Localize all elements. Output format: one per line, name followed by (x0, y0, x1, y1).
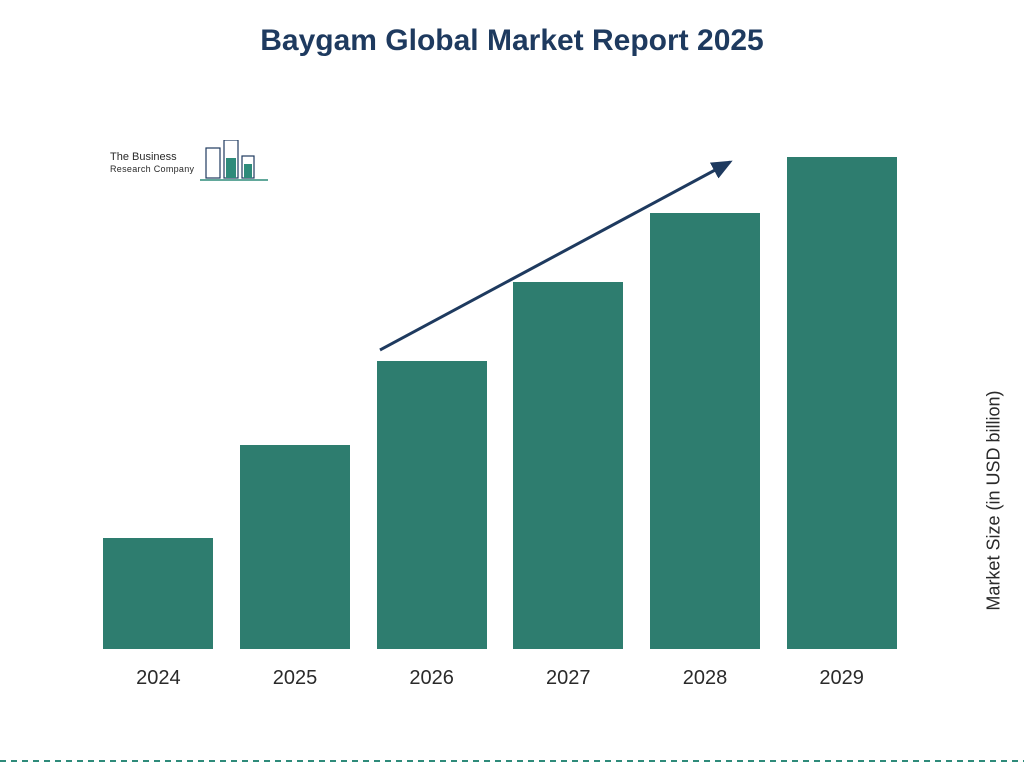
x-axis-label: 2024 (98, 667, 218, 690)
bar (103, 538, 213, 649)
x-axis-label: 2028 (645, 667, 765, 690)
bottom-dashed-line (0, 760, 1024, 762)
bar (650, 213, 760, 649)
chart-title: Baygam Global Market Report 2025 (0, 24, 1024, 58)
bar (787, 157, 897, 649)
bar (513, 282, 623, 649)
x-axis-label: 2025 (235, 667, 355, 690)
x-axis-label: 2027 (508, 667, 628, 690)
x-axis-labels: 2024 2025 2026 2027 2028 2029 (90, 667, 910, 690)
y-axis-label: Market Size (in USD billion) (984, 391, 1005, 611)
bars-container (90, 130, 910, 650)
bar-group (508, 282, 628, 649)
bar-group (372, 361, 492, 649)
bar-group (645, 213, 765, 649)
bar-group (782, 157, 902, 649)
bar-group (235, 445, 355, 649)
bar (377, 361, 487, 649)
x-axis-label: 2029 (782, 667, 902, 690)
bar (240, 445, 350, 649)
bar-group (98, 538, 218, 649)
x-axis-label: 2026 (372, 667, 492, 690)
bar-chart: 2024 2025 2026 2027 2028 2029 (90, 130, 910, 690)
